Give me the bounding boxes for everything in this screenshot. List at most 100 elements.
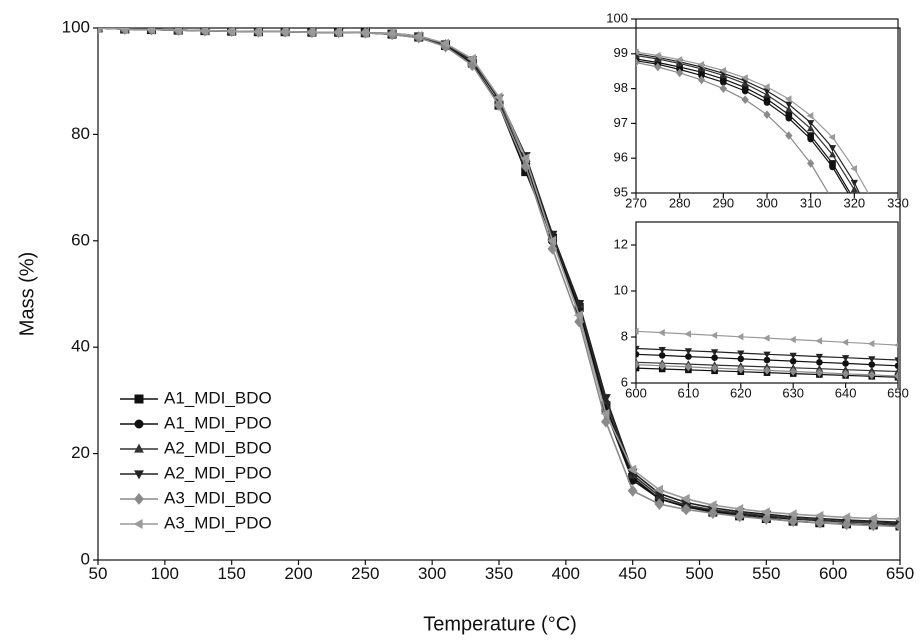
data-point [873, 242, 880, 249]
data-point [807, 135, 814, 143]
y-tick-label: 100 [62, 17, 90, 36]
x-tick-label: 270 [625, 195, 647, 210]
data-point [841, 518, 852, 531]
data-point [172, 28, 182, 36]
plot-area [636, 327, 898, 381]
legend-marker [134, 419, 144, 429]
data-point [763, 351, 771, 359]
series-line [636, 58, 851, 193]
plot-area [98, 28, 900, 533]
data-point [736, 333, 744, 341]
data-point [894, 342, 898, 348]
x-tick-label: 50 [89, 564, 108, 583]
data-point [894, 516, 900, 522]
x-tick-label: 600 [625, 385, 647, 400]
data-point [697, 61, 705, 69]
x-axis-label: Temperature (°C) [423, 613, 577, 635]
data-point [828, 145, 837, 152]
x-tick-label: 300 [418, 564, 446, 583]
data-point [658, 329, 665, 337]
x-tick-label: 550 [752, 564, 780, 583]
data-point [850, 185, 858, 193]
data-point [868, 361, 876, 368]
data-point [684, 348, 692, 355]
data-point [627, 485, 638, 497]
data-point [760, 507, 770, 518]
data-point [850, 165, 857, 173]
data-point [815, 368, 823, 377]
legend-marker [134, 493, 144, 505]
data-point [720, 79, 727, 86]
data-point [636, 58, 640, 67]
y-tick-label: 8 [621, 328, 628, 343]
legend-label: A3_MDI_PDO [164, 513, 272, 532]
data-point [119, 28, 129, 34]
data-point [493, 92, 503, 103]
data-point [658, 352, 666, 359]
data-point [199, 28, 209, 36]
data-point [815, 353, 823, 361]
data-point [894, 371, 898, 381]
legend-marker [133, 519, 143, 529]
data-point [676, 68, 684, 78]
x-tick-label: 620 [730, 385, 752, 400]
data-point [814, 510, 824, 521]
data-point [707, 500, 717, 511]
data-point [868, 370, 876, 380]
data-point [867, 340, 875, 348]
data-point [697, 75, 706, 85]
y-tick-label: 40 [71, 337, 90, 356]
data-point [636, 360, 640, 369]
y-tick-label: 96 [614, 150, 628, 165]
plot-area [636, 48, 880, 252]
data-point [894, 357, 898, 364]
x-tick-label: 310 [800, 195, 822, 210]
x-tick-label: 640 [835, 385, 857, 400]
data-point [719, 66, 726, 75]
data-point [737, 350, 745, 358]
data-point [829, 163, 836, 171]
x-tick-label: 100 [151, 564, 179, 583]
data-point [814, 516, 825, 529]
data-point [873, 231, 880, 238]
data-point [386, 28, 396, 39]
y-tick-label: 10 [614, 282, 628, 297]
series-line [636, 60, 849, 193]
y-tick-label: 80 [71, 124, 90, 143]
data-point [785, 101, 793, 109]
legend-label: A1_MDI_PDO [164, 413, 272, 432]
data-point [763, 334, 770, 342]
data-point [850, 179, 858, 187]
x-tick-label: 200 [284, 564, 312, 583]
data-point [654, 62, 662, 72]
data-point [711, 349, 719, 356]
data-point [873, 245, 880, 252]
series-line [636, 61, 830, 193]
y-axis-label: Mass (%) [16, 252, 38, 336]
data-point [872, 203, 879, 210]
data-point [636, 350, 640, 358]
data-point [867, 513, 877, 524]
plot-frame [635, 221, 899, 384]
data-point [842, 360, 849, 367]
data-point [763, 110, 771, 119]
x-tick-label: 150 [217, 564, 245, 583]
data-point [789, 357, 797, 365]
data-point [720, 75, 727, 83]
x-tick-label: 630 [782, 385, 804, 400]
data-point [842, 365, 850, 373]
data-point [520, 160, 531, 173]
data-point [574, 315, 585, 328]
data-point [279, 28, 289, 37]
y-tick-label: 97 [614, 115, 628, 130]
data-point [658, 347, 666, 354]
data-point [828, 150, 837, 158]
data-point [601, 415, 611, 428]
data-point [894, 362, 898, 370]
data-point [868, 356, 876, 363]
data-point [785, 111, 793, 118]
data-point [807, 159, 815, 168]
data-point [741, 87, 749, 95]
data-point [785, 105, 793, 113]
